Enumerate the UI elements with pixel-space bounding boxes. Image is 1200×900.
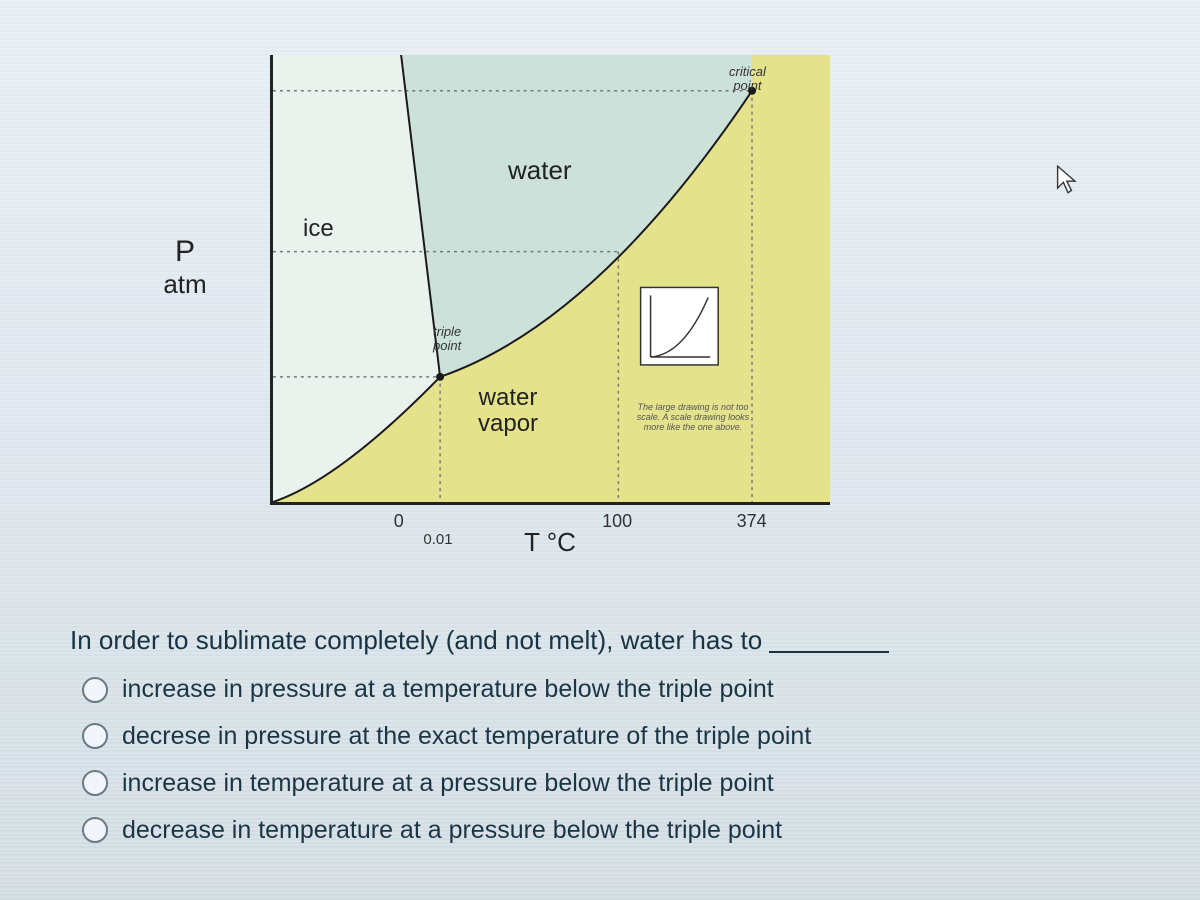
question-stem-text: In order to sublimate completely (and no… (70, 625, 762, 655)
critical-point-marker (748, 87, 756, 95)
plot-area: ice water water vapor triple point criti… (270, 55, 830, 505)
content-area: P atm 218 1 0.006 (60, 30, 1160, 870)
option-a-label: increase in pressure at a temperature be… (122, 670, 774, 709)
x-tick-3: 374 (737, 511, 767, 532)
cursor-icon (1056, 165, 1080, 195)
inset-caption: The large drawing is not too scale. A sc… (633, 403, 753, 433)
option-d[interactable]: decrease in temperature at a pressure be… (82, 811, 1130, 850)
radio-icon[interactable] (82, 817, 108, 843)
triple-point-marker (436, 373, 444, 381)
option-a[interactable]: increase in pressure at a temperature be… (82, 670, 1130, 709)
y-axis-unit: atm (163, 269, 206, 299)
radio-icon[interactable] (82, 770, 108, 796)
option-c-label: increase in temperature at a pressure be… (122, 764, 774, 803)
y-axis-title: P atm (140, 235, 230, 299)
quiz-screen: P atm 218 1 0.006 (0, 0, 1200, 900)
option-c[interactable]: increase in temperature at a pressure be… (82, 764, 1130, 803)
phase-diagram: P atm 218 1 0.006 (140, 35, 880, 575)
option-b[interactable]: decrese in pressure at the exact tempera… (82, 717, 1130, 756)
scale-inset (641, 287, 719, 364)
question-stem: In order to sublimate completely (and no… (70, 620, 1130, 660)
option-b-label: decrese in pressure at the exact tempera… (122, 717, 811, 756)
y-axis-symbol: P (175, 235, 195, 268)
x-axis-title: T °C (400, 527, 700, 558)
question-block: In order to sublimate completely (and no… (70, 620, 1130, 857)
radio-icon[interactable] (82, 723, 108, 749)
answer-options: increase in pressure at a temperature be… (70, 670, 1130, 849)
fill-blank (769, 651, 889, 653)
radio-icon[interactable] (82, 677, 108, 703)
plot-svg (273, 55, 830, 502)
option-d-label: decrease in temperature at a pressure be… (122, 811, 782, 850)
